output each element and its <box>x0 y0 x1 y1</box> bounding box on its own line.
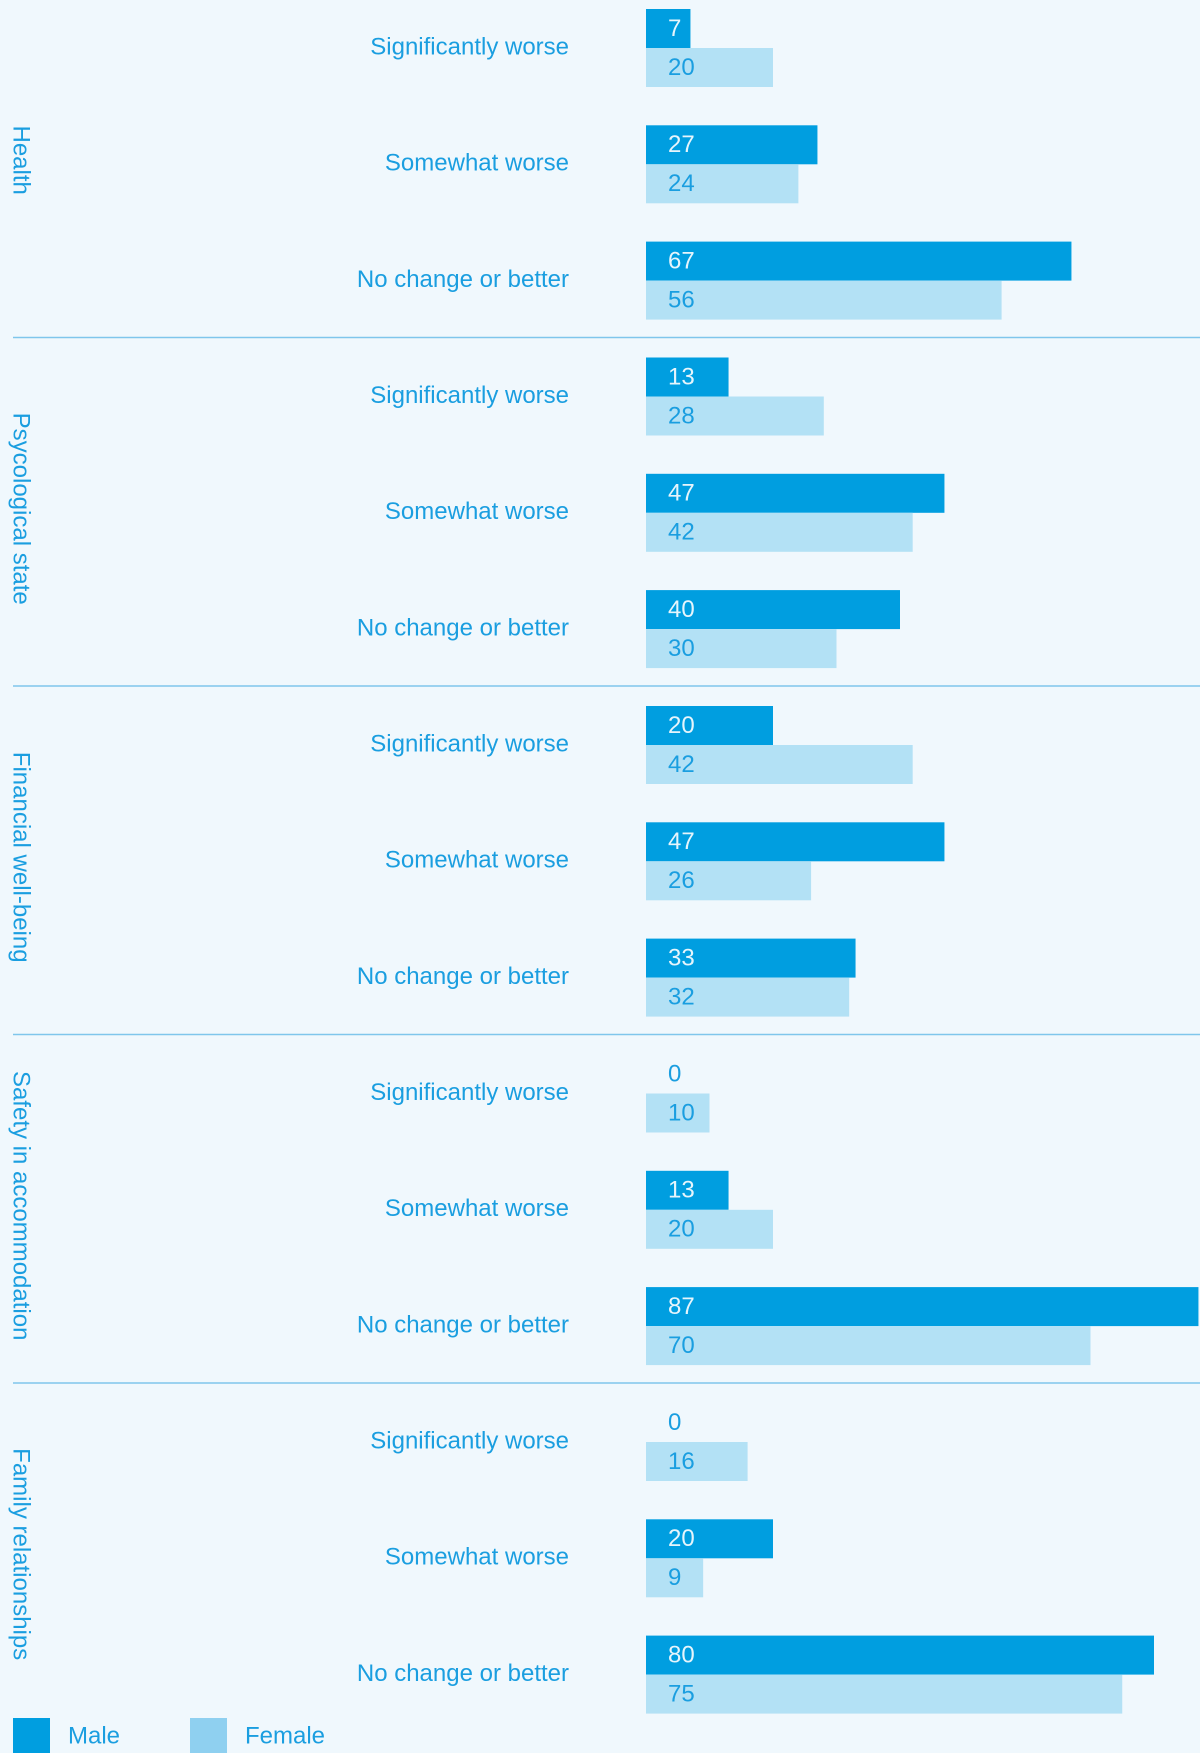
value-label: 40 <box>668 596 695 623</box>
bar <box>646 745 913 784</box>
bar <box>646 1287 1199 1327</box>
value-label: 47 <box>668 480 695 507</box>
category-label: Significantly worse <box>370 730 569 757</box>
bar <box>646 629 837 669</box>
bar <box>646 1326 1091 1366</box>
category-label: Significantly worse <box>370 382 569 409</box>
group-label: Psycological state <box>8 413 35 605</box>
legend-label: Female <box>245 1722 325 1749</box>
value-label: 42 <box>668 519 695 546</box>
bar <box>646 512 913 552</box>
bar <box>646 9 691 48</box>
value-label: 80 <box>668 1641 695 1668</box>
category-label: Somewhat worse <box>385 150 569 177</box>
category-label: No change or better <box>357 266 569 293</box>
value-label: 7 <box>668 15 681 42</box>
value-label: 20 <box>668 712 695 739</box>
value-label: 16 <box>668 1448 695 1475</box>
bar <box>646 1635 1154 1675</box>
legend-swatch <box>190 1718 227 1753</box>
category-label: Somewhat worse <box>385 847 569 874</box>
value-label: 20 <box>668 54 695 81</box>
bar <box>646 861 812 901</box>
bar <box>646 1170 729 1210</box>
bar <box>646 48 773 87</box>
bar <box>646 1093 710 1133</box>
value-label: 33 <box>668 944 695 971</box>
bar <box>646 1519 773 1559</box>
bar <box>646 1442 748 1481</box>
value-label: 24 <box>668 170 695 197</box>
value-label: 0 <box>668 1409 681 1436</box>
category-label: Somewhat worse <box>385 1195 569 1222</box>
category-label: No change or better <box>357 1311 569 1338</box>
value-label: 28 <box>668 402 695 429</box>
bar <box>646 590 900 630</box>
value-label: 30 <box>668 635 695 662</box>
bar <box>646 125 818 165</box>
category-label: Significantly worse <box>370 33 569 60</box>
category-label: No change or better <box>357 963 569 990</box>
category-label: Somewhat worse <box>385 1544 569 1571</box>
bar <box>646 1558 704 1598</box>
value-label: 0 <box>668 1060 681 1087</box>
value-label: 26 <box>668 867 695 894</box>
bar <box>646 822 945 862</box>
value-label: 20 <box>668 1525 695 1552</box>
value-label: 42 <box>668 751 695 778</box>
category-label: Significantly worse <box>370 1079 569 1106</box>
bar <box>646 706 773 745</box>
value-label: 27 <box>668 131 695 158</box>
value-label: 10 <box>668 1099 695 1126</box>
group-label: Family relationships <box>8 1448 35 1660</box>
value-label: 9 <box>668 1564 681 1591</box>
legend-label: Male <box>68 1722 120 1749</box>
bar <box>646 977 850 1017</box>
group-label: Health <box>8 126 35 195</box>
value-label: 13 <box>668 1177 695 1204</box>
value-label: 47 <box>668 828 695 855</box>
category-label: Somewhat worse <box>385 498 569 525</box>
bar <box>646 1674 1123 1714</box>
value-label: 20 <box>668 1216 695 1243</box>
legend-swatch <box>13 1718 50 1753</box>
value-label: 87 <box>668 1293 695 1320</box>
bar <box>646 164 799 204</box>
value-label: 13 <box>668 363 695 390</box>
bar <box>646 280 1002 320</box>
bar <box>646 1209 773 1249</box>
value-label: 56 <box>668 286 695 313</box>
bar <box>646 396 824 436</box>
bar <box>646 241 1072 281</box>
bar <box>646 938 856 978</box>
category-label: Significantly worse <box>370 1427 569 1454</box>
value-label: 75 <box>668 1680 695 1707</box>
bar <box>646 357 729 397</box>
category-label: No change or better <box>357 614 569 641</box>
category-label: No change or better <box>357 1660 569 1687</box>
value-label: 32 <box>668 983 695 1010</box>
value-label: 67 <box>668 247 695 274</box>
value-label: 70 <box>668 1332 695 1359</box>
group-label: Safety in accommodation <box>8 1071 35 1340</box>
group-label: Financial well-being <box>8 752 35 963</box>
bar <box>646 473 945 513</box>
